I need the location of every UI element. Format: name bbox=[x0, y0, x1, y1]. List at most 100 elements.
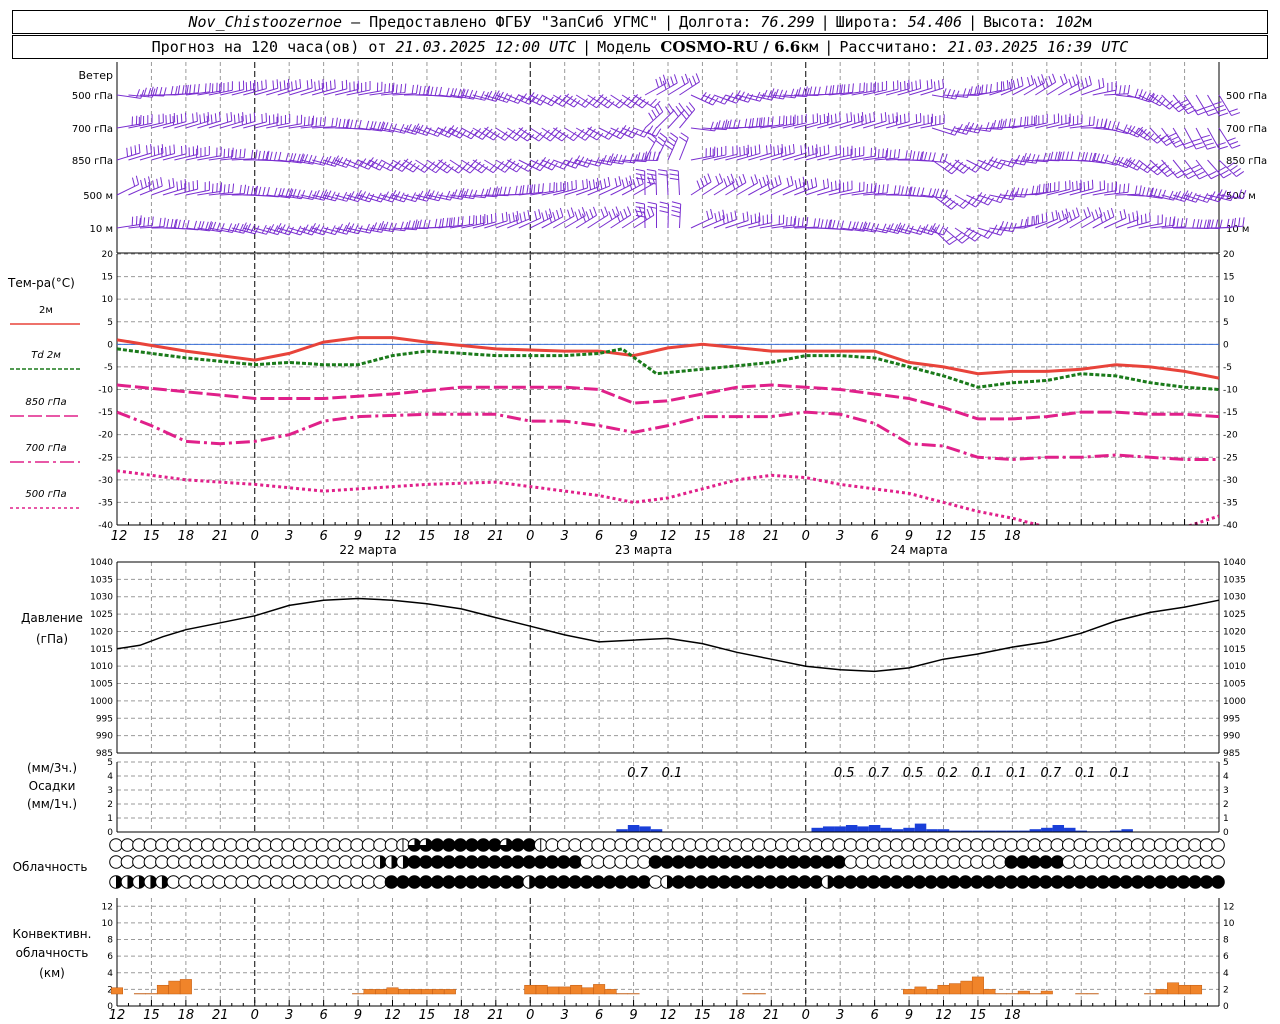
wind-barb-shaft bbox=[656, 82, 678, 96]
wind-barb-flag bbox=[610, 156, 616, 166]
wind-barb-flag bbox=[561, 134, 569, 142]
cloud-symbol bbox=[1096, 875, 1111, 889]
cloud-symbol bbox=[602, 875, 617, 889]
wind-barb-flag bbox=[1077, 81, 1081, 91]
wind-barb-flag bbox=[778, 116, 781, 126]
wind-barb-flag bbox=[1075, 207, 1080, 217]
wind-barb-flag bbox=[334, 79, 336, 89]
precip-3h-total: 0.1 bbox=[1075, 766, 1096, 781]
wind-barb-flag bbox=[519, 213, 523, 223]
conv-bar bbox=[1167, 982, 1180, 995]
time-tick-label-bottom: 3 bbox=[561, 1008, 569, 1023]
wind-barb-flag bbox=[1033, 78, 1038, 88]
wind-barb-flag bbox=[319, 116, 322, 127]
cloud-symbol bbox=[315, 838, 330, 852]
wind-barb-flag bbox=[933, 81, 936, 91]
cloud-symbol bbox=[1176, 875, 1191, 889]
wind-barb-flag bbox=[233, 114, 236, 124]
wind-barb-shaft bbox=[679, 137, 689, 161]
wind-barb-flag bbox=[618, 176, 622, 186]
precip-3h-total: 0.1 bbox=[1006, 766, 1027, 781]
wind-barb-shaft bbox=[1195, 94, 1209, 116]
cloud-symbol bbox=[1061, 838, 1076, 852]
wind-barb-flag bbox=[438, 192, 444, 201]
wind-barb-flag bbox=[659, 210, 669, 214]
wind-barb-flag bbox=[1137, 162, 1144, 171]
cloud-symbol bbox=[579, 838, 594, 852]
wind-barb-shaft bbox=[644, 82, 667, 96]
wind-barb-flag bbox=[712, 97, 719, 106]
wind-barb-flag bbox=[372, 222, 378, 232]
wind-barb-flag bbox=[234, 222, 240, 232]
wind-barb-flag bbox=[600, 96, 608, 104]
cloud-symbol bbox=[625, 875, 640, 889]
wind-barb-flag bbox=[1153, 134, 1162, 141]
wind-barb-flag bbox=[836, 220, 840, 230]
cloud-symbol-half bbox=[138, 875, 146, 889]
wind-barb-flag bbox=[254, 225, 260, 235]
wind-barb-flag bbox=[893, 149, 896, 159]
wind-barb-flag bbox=[1041, 80, 1046, 90]
wind-barb-flag bbox=[150, 86, 154, 96]
wind-barb-flag bbox=[1087, 207, 1091, 216]
conv-bar bbox=[156, 984, 169, 995]
wind-barb-flag bbox=[570, 207, 575, 217]
wind-barb-flag bbox=[1068, 78, 1073, 88]
cloud-symbol bbox=[809, 838, 824, 852]
wind-barb-shaft bbox=[667, 81, 689, 96]
wind-barb-flag bbox=[184, 112, 187, 122]
wind-barb-flag bbox=[445, 190, 451, 200]
wind-barb-shaft bbox=[1195, 127, 1208, 150]
cloud-symbol bbox=[510, 838, 525, 852]
wind-barb-flag bbox=[1222, 190, 1227, 199]
wind-barb-flag bbox=[670, 132, 678, 139]
cloud-symbol-half bbox=[161, 875, 169, 889]
wind-barb-flag bbox=[666, 140, 675, 147]
wind-barb-flag bbox=[668, 103, 674, 112]
cloud-symbol bbox=[614, 855, 628, 869]
wind-barb-flag bbox=[519, 129, 527, 137]
wind-barb-flag bbox=[931, 226, 937, 236]
wind-barb-flag bbox=[1230, 192, 1236, 201]
wind-barb-flag bbox=[801, 217, 804, 227]
wind-barb-shaft bbox=[920, 87, 944, 96]
wind-barb-flag bbox=[1149, 187, 1154, 197]
wind-barb-flag bbox=[726, 175, 732, 185]
wind-barb-flag bbox=[1139, 128, 1147, 137]
wind-barb-flag bbox=[516, 127, 524, 135]
wind-barb-flag bbox=[863, 82, 865, 92]
cloud-symbol bbox=[683, 838, 697, 852]
wind-barb-flag bbox=[920, 226, 926, 235]
wind-barb-flag bbox=[552, 211, 556, 221]
wind-barb-flag bbox=[1155, 96, 1163, 105]
time-tick-label: 18 bbox=[729, 529, 746, 544]
wind-barb-flag bbox=[615, 206, 620, 216]
wind-barb-flag bbox=[159, 87, 163, 96]
pressure-tick-label-left: 995 bbox=[96, 714, 113, 724]
wind-level-label-left: 10 м bbox=[90, 224, 113, 235]
precip-tick-label-left: 5 bbox=[107, 758, 113, 768]
wind-barb-flag bbox=[1072, 76, 1076, 86]
cloud-symbol bbox=[212, 838, 227, 852]
wind-barb-flag bbox=[1104, 154, 1109, 164]
wind-barb-flag bbox=[603, 98, 611, 106]
precip-bar bbox=[616, 829, 628, 832]
wind-barb-flag bbox=[418, 190, 424, 200]
wind-barb-flag bbox=[493, 132, 500, 141]
wind-barb-flag bbox=[589, 128, 596, 136]
wind-barb-flag bbox=[1182, 102, 1191, 108]
wind-barb-flag bbox=[1229, 108, 1238, 113]
wind-barb-flag bbox=[1114, 184, 1117, 194]
wind-barb-flag bbox=[306, 80, 309, 90]
wind-barb-shaft bbox=[598, 214, 620, 229]
cloud-symbol bbox=[1130, 855, 1145, 869]
wind-barb-flag bbox=[715, 175, 720, 185]
wind-barb-flag bbox=[672, 109, 679, 117]
wind-barb-flag bbox=[414, 123, 420, 132]
cloud-symbol bbox=[1107, 855, 1122, 869]
conv-bar bbox=[1155, 989, 1168, 995]
wind-barb-flag bbox=[947, 164, 956, 172]
temp-legend-label: 850 гПа bbox=[25, 397, 66, 408]
cloud-symbol bbox=[579, 875, 594, 889]
wind-barb-flag bbox=[180, 180, 183, 190]
